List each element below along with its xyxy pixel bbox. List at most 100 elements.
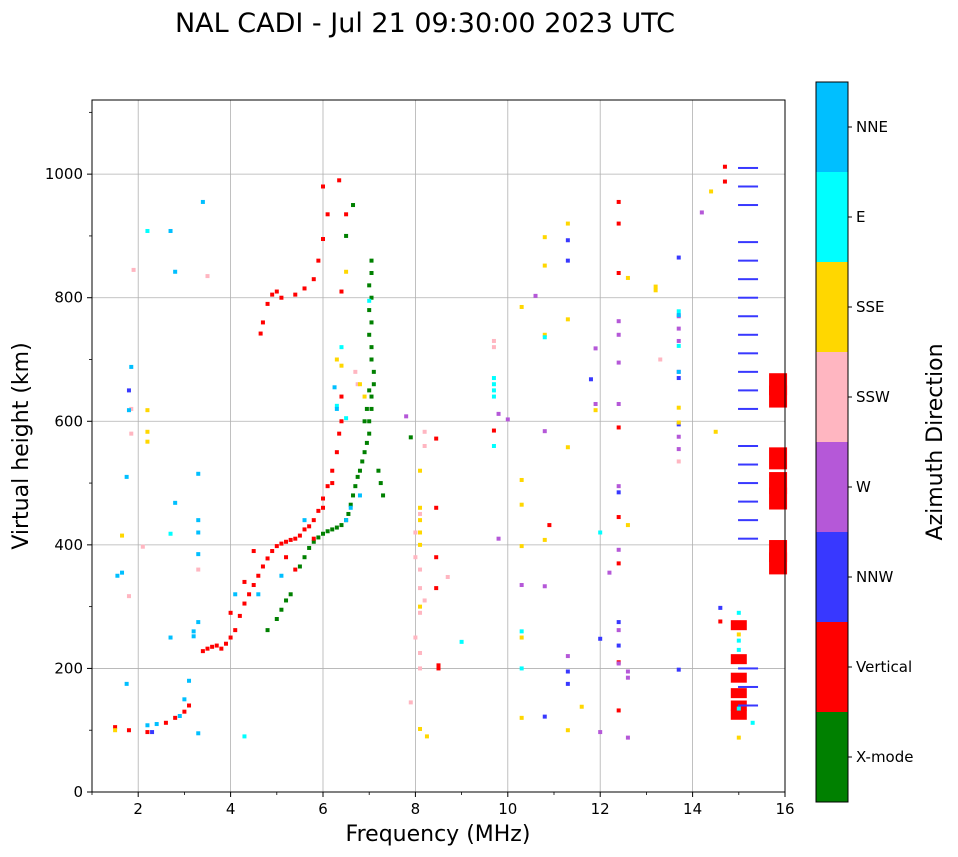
data-point xyxy=(418,511,423,516)
data-point xyxy=(491,388,496,393)
data-point xyxy=(369,357,374,362)
data-point xyxy=(344,269,349,274)
data-point xyxy=(616,620,621,625)
data-point xyxy=(367,431,372,436)
colorbar-label: Vertical xyxy=(856,658,912,676)
colorbar-swatch xyxy=(816,352,848,442)
data-point xyxy=(658,357,663,362)
data-point xyxy=(302,286,307,291)
data-point xyxy=(173,269,178,274)
data-point xyxy=(542,332,547,337)
data-point xyxy=(565,654,570,659)
data-point xyxy=(519,544,524,549)
data-point xyxy=(256,592,261,597)
data-point xyxy=(418,610,423,615)
data-point xyxy=(738,370,759,373)
data-point xyxy=(223,641,228,646)
data-point xyxy=(738,278,759,281)
data-point xyxy=(348,502,353,507)
colorbar-swatch xyxy=(816,82,848,172)
data-point xyxy=(367,308,372,313)
data-point xyxy=(145,723,150,728)
data-point xyxy=(173,715,178,720)
colorbar-swatch xyxy=(816,712,848,802)
data-point xyxy=(145,228,150,233)
data-point xyxy=(381,493,386,498)
data-point xyxy=(676,447,681,452)
data-point xyxy=(247,592,252,597)
data-point xyxy=(565,445,570,450)
data-point xyxy=(367,283,372,288)
data-point xyxy=(274,617,279,621)
data-point xyxy=(288,537,293,542)
data-point xyxy=(418,468,423,473)
data-point xyxy=(293,292,298,297)
data-point xyxy=(339,345,344,350)
data-point xyxy=(616,319,621,324)
data-point xyxy=(434,436,439,441)
data-point xyxy=(256,573,261,578)
data-point xyxy=(491,382,496,387)
data-point xyxy=(769,487,788,510)
data-point xyxy=(404,414,409,419)
data-point xyxy=(173,500,178,505)
data-point xyxy=(279,607,284,612)
data-point xyxy=(519,666,524,671)
data-point xyxy=(418,586,423,591)
colorbar-label: NNE xyxy=(856,118,888,136)
data-point xyxy=(496,536,501,541)
data-point xyxy=(378,481,383,486)
data-point xyxy=(334,525,339,530)
series-w xyxy=(404,210,704,740)
data-point xyxy=(542,263,547,268)
colorbar-swatch xyxy=(816,622,848,712)
data-point xyxy=(418,530,423,535)
data-point xyxy=(325,484,330,489)
data-point xyxy=(316,258,321,263)
data-point xyxy=(334,403,339,408)
data-point xyxy=(113,728,118,733)
data-point xyxy=(182,697,187,702)
data-point xyxy=(367,298,372,303)
data-point xyxy=(718,619,723,624)
data-point xyxy=(738,241,759,244)
data-point xyxy=(418,604,423,609)
data-point xyxy=(120,570,125,575)
data-point xyxy=(736,632,741,637)
data-point xyxy=(519,629,524,634)
data-point xyxy=(565,728,570,733)
data-point xyxy=(196,731,201,736)
data-point xyxy=(357,493,362,498)
data-point xyxy=(187,703,192,708)
data-point xyxy=(369,345,374,350)
data-point xyxy=(730,688,747,699)
data-point xyxy=(616,561,621,566)
y-axis-label: Virtual height (km) xyxy=(9,342,34,549)
data-point xyxy=(344,518,349,523)
data-point xyxy=(676,434,681,439)
data-point xyxy=(418,518,423,523)
data-point xyxy=(187,678,192,683)
data-point xyxy=(371,382,376,387)
data-point xyxy=(355,382,360,387)
data-point xyxy=(279,295,284,300)
data-point xyxy=(124,681,129,686)
data-point xyxy=(434,586,439,591)
data-point xyxy=(279,573,284,578)
colorbar-label: SSW xyxy=(856,388,890,406)
data-point xyxy=(722,179,727,184)
data-point xyxy=(321,184,325,189)
data-point xyxy=(542,429,547,434)
data-point xyxy=(168,531,173,536)
data-point xyxy=(337,431,342,436)
data-point xyxy=(369,406,374,411)
data-point xyxy=(131,267,136,272)
data-point xyxy=(422,598,427,603)
data-point xyxy=(297,533,302,538)
data-point xyxy=(730,654,747,665)
data-point xyxy=(344,212,349,217)
data-point xyxy=(346,511,351,516)
data-point xyxy=(200,199,205,204)
data-point xyxy=(565,317,570,322)
data-point xyxy=(163,720,168,725)
